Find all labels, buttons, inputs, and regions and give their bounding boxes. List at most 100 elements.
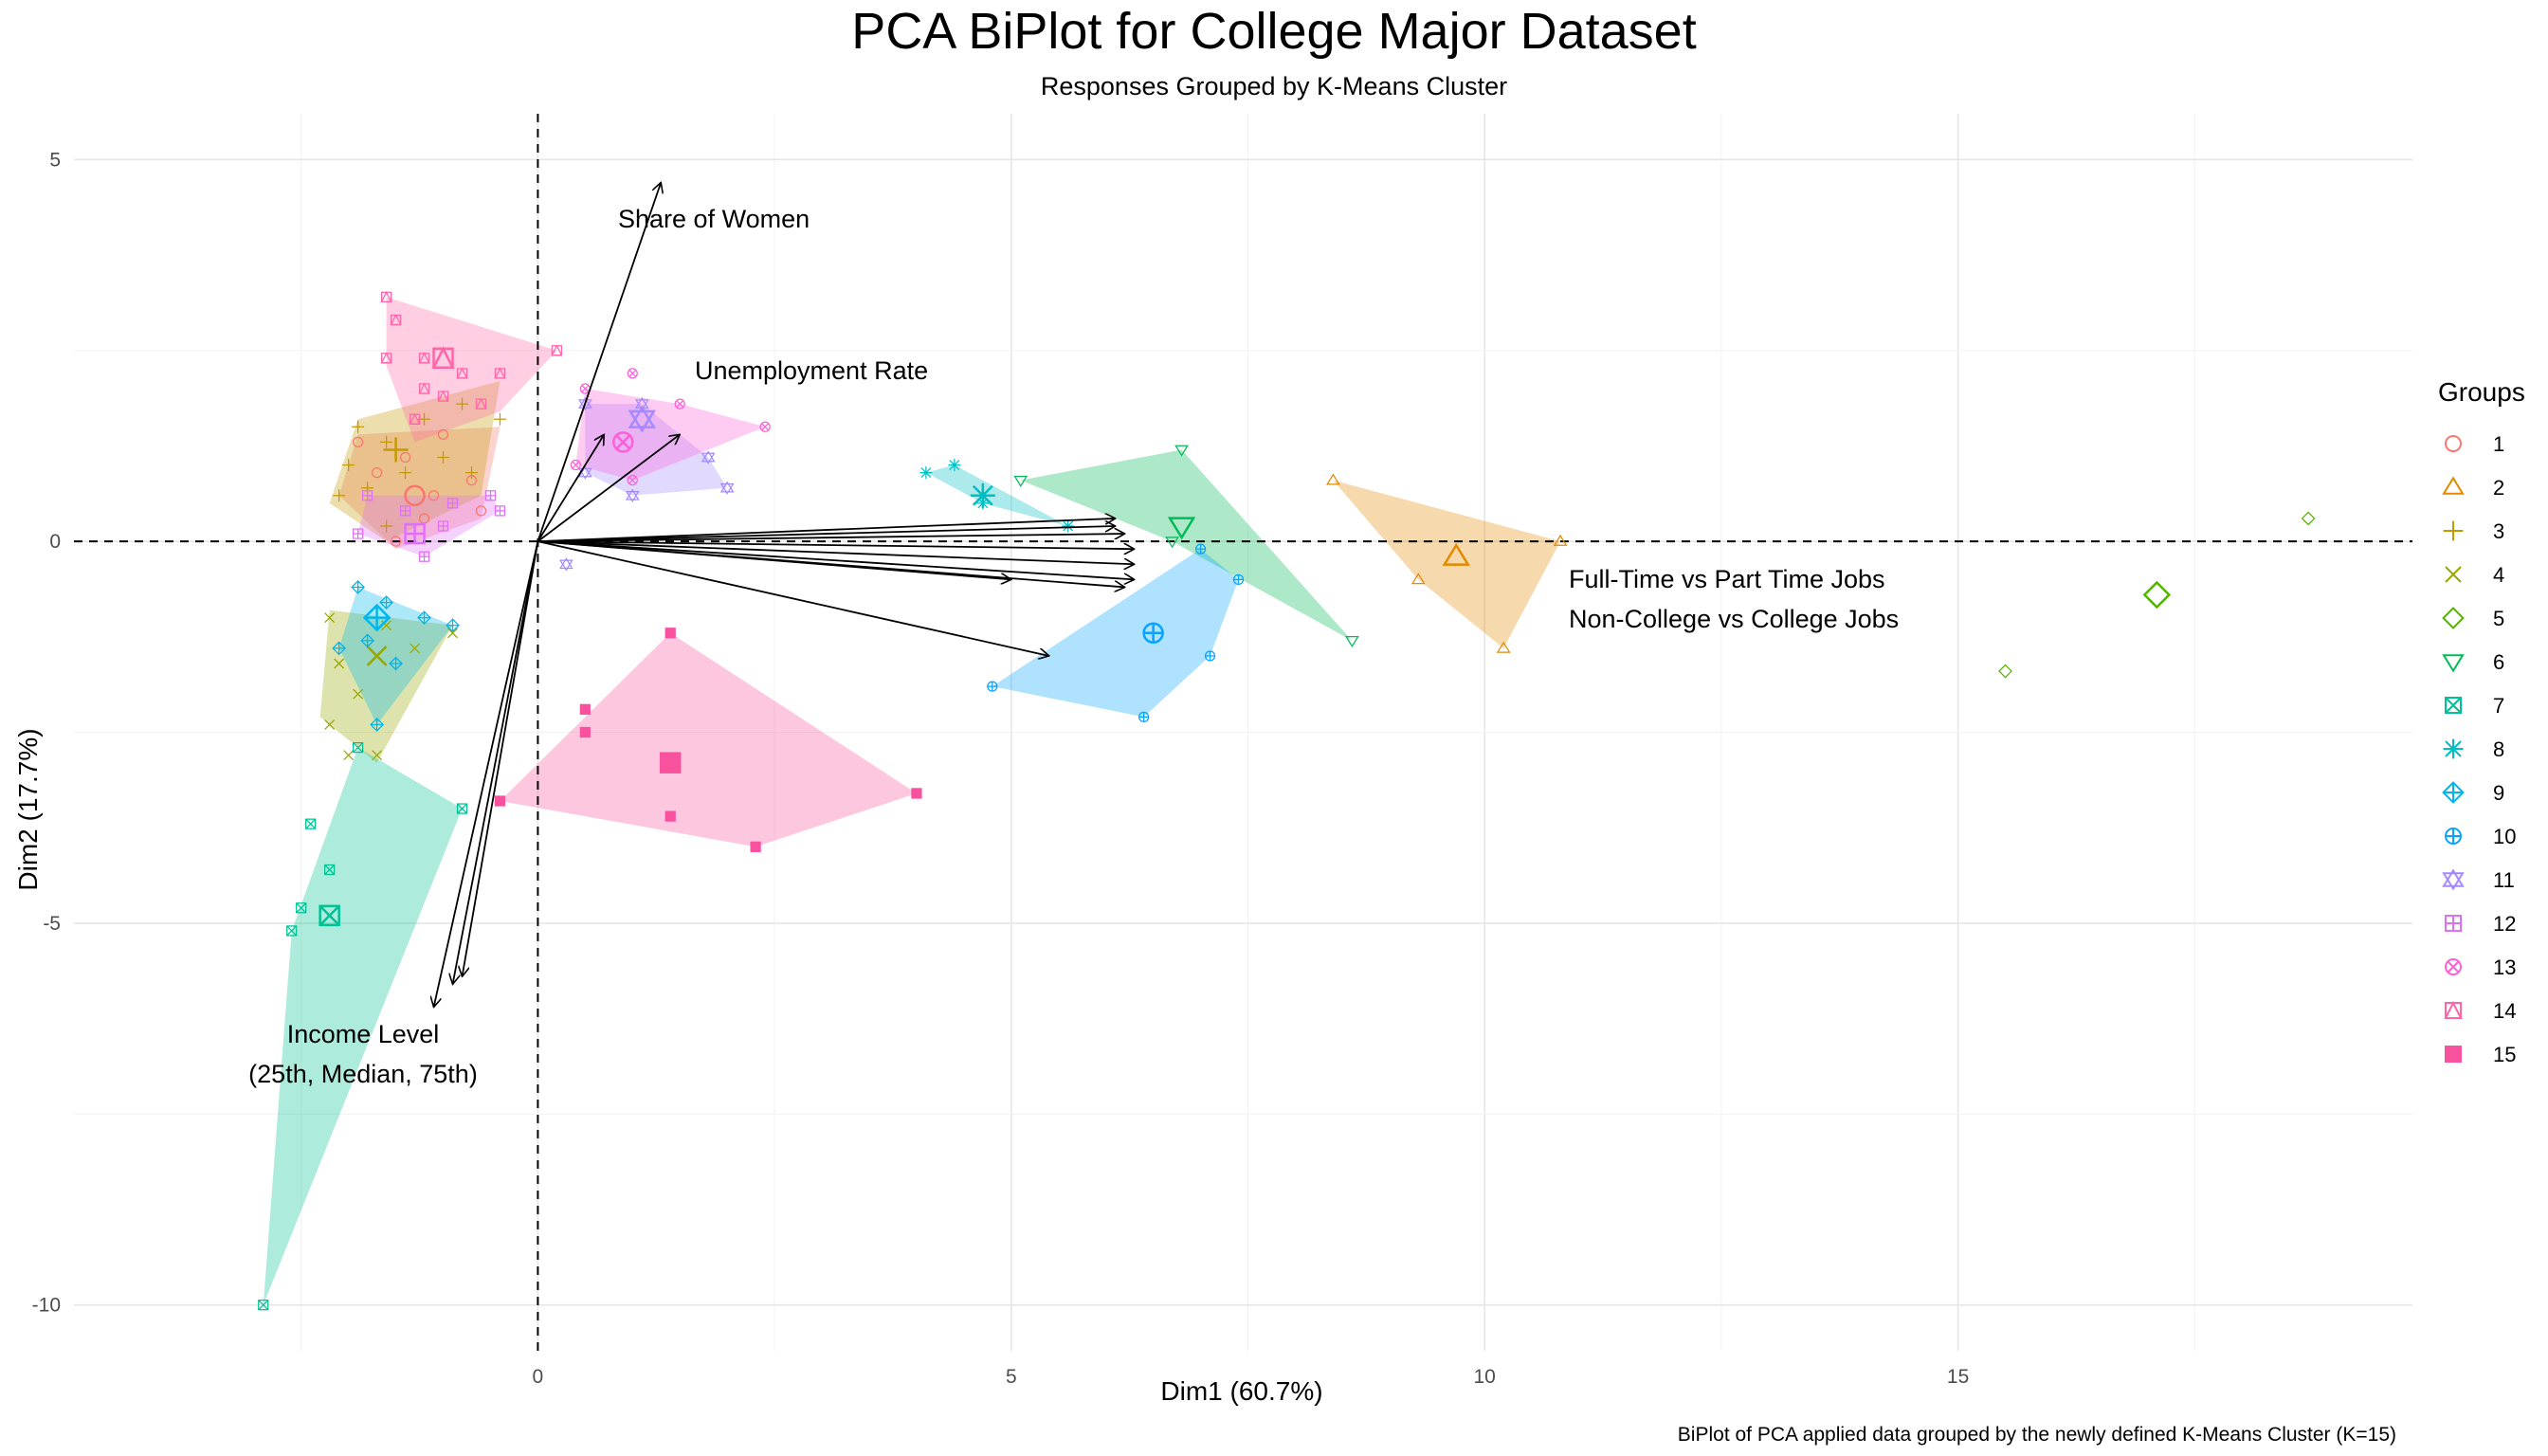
y-tick-label: -10 (32, 1295, 61, 1317)
cluster-hull-14 (386, 297, 557, 443)
centroid-group-4 (366, 646, 388, 666)
marker-square (494, 795, 506, 807)
marker-square (2445, 697, 2462, 714)
marker-circle (371, 466, 383, 479)
legend-item-4: 4 (2445, 563, 2504, 587)
legend-key-9 (2442, 781, 2465, 804)
loading-label-line: Income Level (287, 1020, 440, 1048)
marker-stroke (353, 688, 364, 700)
point-group-15 (664, 628, 676, 639)
centroid-group-8 (970, 482, 995, 508)
point-group-8 (919, 466, 933, 480)
point-group-12 (361, 490, 373, 501)
point-group-12 (494, 505, 506, 517)
marker-square (305, 818, 317, 829)
legend-label-4: 4 (2493, 563, 2504, 587)
legend-label-7: 7 (2493, 694, 2504, 718)
marker-triangle (559, 559, 573, 572)
legend-label-14: 14 (2493, 999, 2516, 1023)
marker-circle (612, 431, 634, 453)
marker-triangle (437, 390, 449, 402)
marker-square (286, 925, 298, 937)
centroid-group-9 (362, 603, 391, 632)
marker-circle (627, 368, 638, 379)
point-group-15 (750, 841, 761, 852)
legend-label-10: 10 (2493, 825, 2516, 848)
loading-label-line: (25th, Median, 75th) (248, 1060, 478, 1088)
legend-key-15 (2445, 1046, 2462, 1063)
point-group-12 (484, 490, 497, 501)
marker-stroke (457, 803, 467, 814)
legend-item-11: 11 (2442, 868, 2515, 892)
legend-item-12: 12 (2445, 912, 2516, 936)
point-group-4 (447, 628, 458, 639)
marker-stroke (324, 612, 336, 624)
marker-triangle (577, 465, 592, 478)
marker-square (2445, 1002, 2462, 1019)
point-group-14 (380, 290, 392, 302)
loading-label: Non-College vs College Jobs (1569, 605, 1899, 633)
axis-ticks: 0 5 10 15 -10 -5 0 5 (32, 149, 1970, 1388)
point-group-14 (380, 352, 392, 364)
marker-triangle (551, 344, 563, 356)
point-group-7 (353, 741, 364, 754)
legend-item-14: 14 (2444, 999, 2516, 1023)
loading-label: Share of Women (618, 205, 810, 233)
marker-stroke (572, 461, 580, 469)
point-group-3 (437, 451, 450, 464)
point-group-13 (627, 368, 638, 379)
y-tick-label: 0 (49, 531, 61, 553)
marker-stroke (324, 864, 336, 875)
marker-square (258, 1300, 269, 1311)
loading-arrow (537, 434, 604, 542)
marker-circle (2445, 958, 2462, 975)
cluster-hull-15 (500, 632, 917, 847)
marker-circle (437, 428, 449, 440)
loading-arrow (537, 434, 680, 542)
marker-stroke (628, 476, 637, 484)
marker-stroke (615, 434, 631, 450)
marker-stroke (447, 628, 458, 639)
point-group-15 (911, 788, 922, 799)
loading-label: Income Level (25th, Median, 75th) (248, 1020, 478, 1088)
marker-triangle (577, 467, 592, 480)
loading-label-line: Unemployment Rate (695, 356, 928, 385)
marker-stroke (296, 902, 307, 914)
marker-square (750, 841, 761, 852)
point-group-14 (475, 397, 487, 410)
point-group-2 (1326, 473, 1340, 485)
marker-triangle (701, 450, 716, 463)
marker-stroke (761, 423, 770, 431)
legend-label-12: 12 (2493, 912, 2516, 936)
point-group-4 (353, 688, 364, 700)
marker-circle (570, 459, 581, 471)
legend-key-12 (2445, 915, 2462, 932)
chart-subtitle: Responses Grouped by K-Means Cluster (1040, 72, 1508, 100)
point-group-12 (446, 498, 459, 509)
marker-triangle (380, 352, 392, 364)
marker-triangle (409, 412, 421, 425)
marker-circle (390, 536, 402, 547)
chart-title: PCA BiPlot for College Major Dataset (851, 3, 1697, 60)
marker-stroke (334, 658, 345, 669)
x-tick-label: 0 (533, 1366, 544, 1388)
point-group-12 (437, 520, 449, 532)
legend-label-2: 2 (2493, 476, 2504, 500)
marker-triangle (1410, 573, 1426, 585)
legend-key-7 (2445, 697, 2462, 714)
point-group-3 (418, 412, 431, 426)
marker-stroke (972, 484, 993, 506)
point-group-3 (493, 412, 506, 426)
y-tick-label: -5 (43, 913, 61, 935)
point-group-9 (332, 641, 347, 656)
point-group-14 (418, 382, 430, 394)
loading-label-line: Non-College vs College Jobs (1569, 605, 1899, 633)
point-group-3 (456, 397, 469, 410)
marker-triangle (431, 345, 455, 370)
legend-key-14 (2444, 1000, 2463, 1019)
marker-square (664, 810, 676, 822)
marker-triangle (1496, 641, 1511, 653)
point-group-14 (409, 412, 421, 425)
marker-triangle (475, 397, 487, 410)
